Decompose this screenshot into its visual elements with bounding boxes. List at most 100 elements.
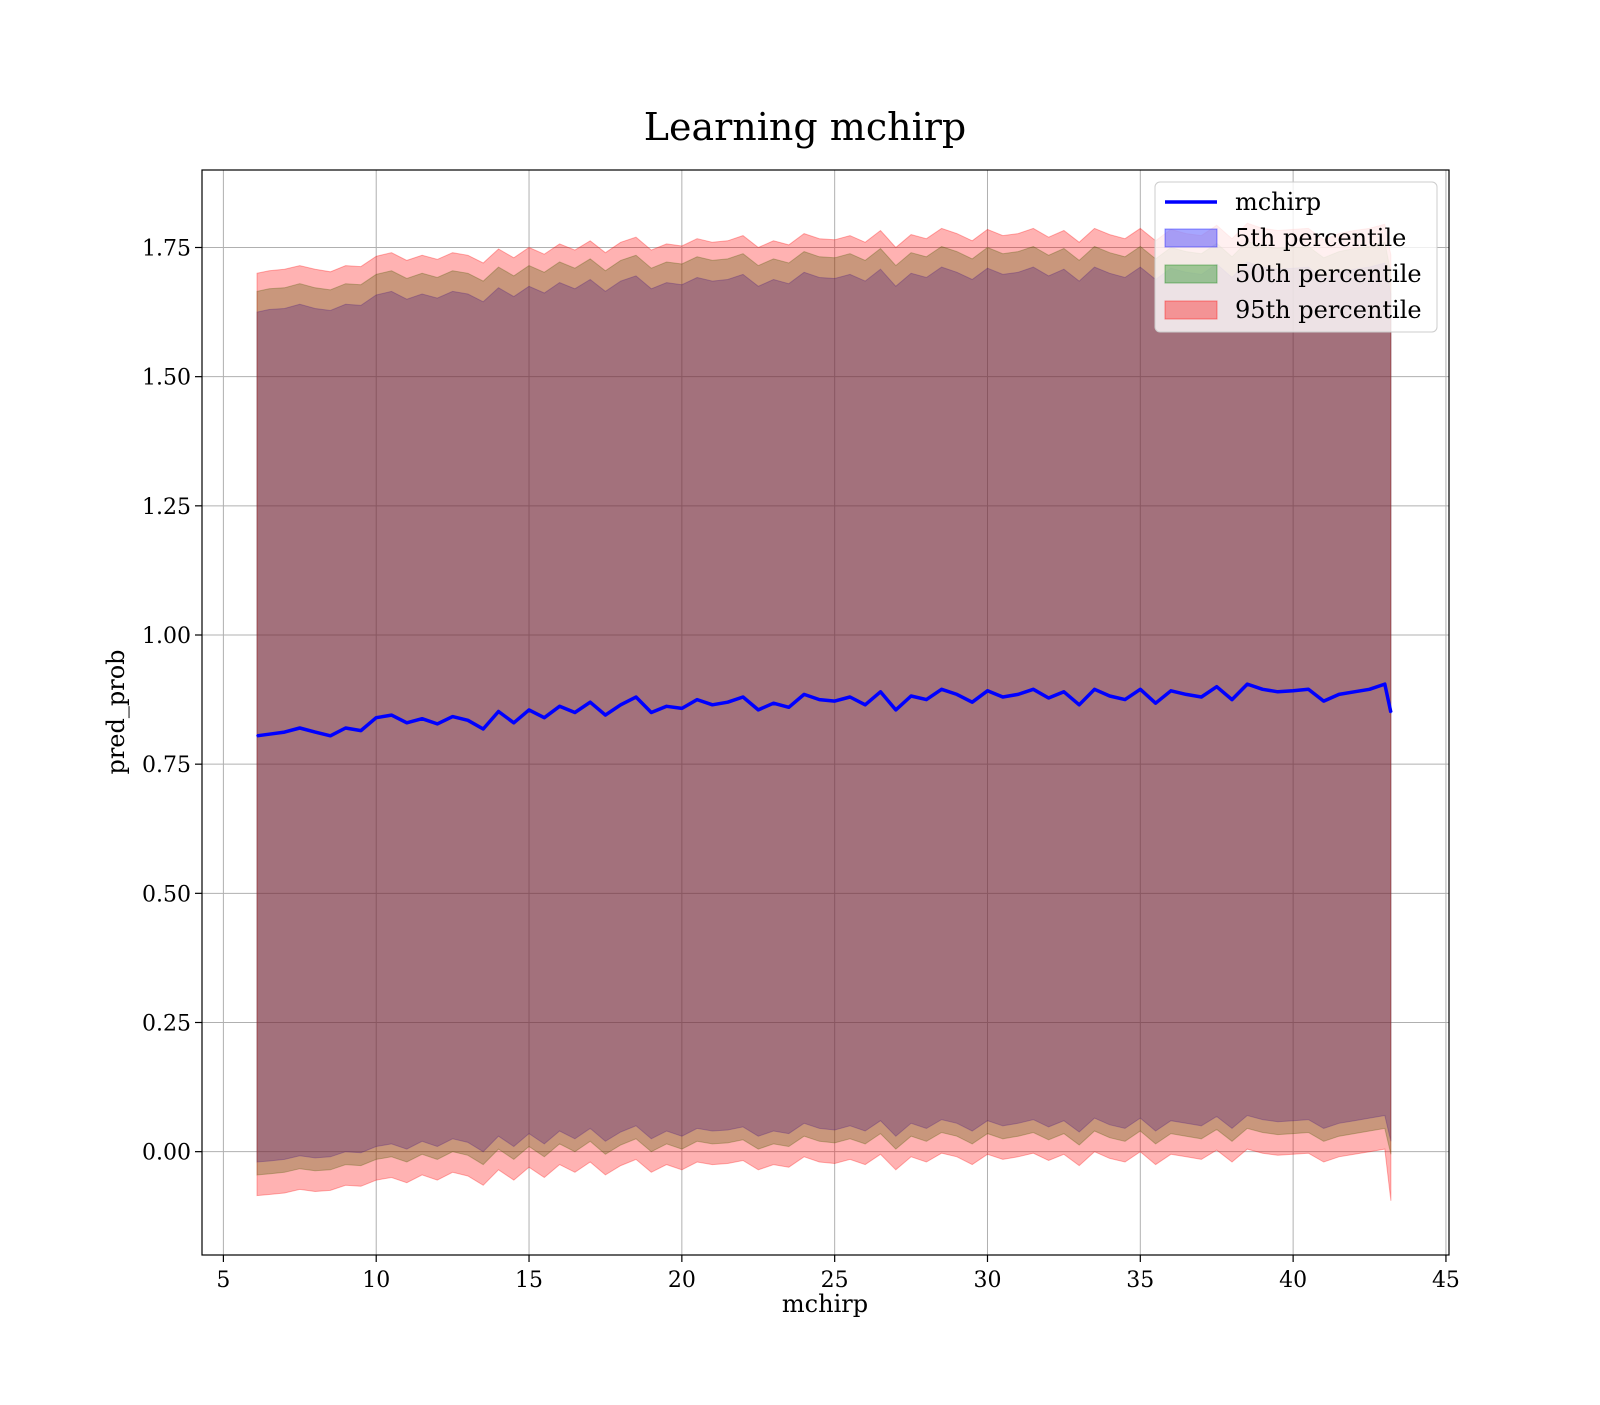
x-tick-label: 25 <box>821 1268 849 1293</box>
plot-area <box>202 170 1449 1255</box>
data-point <box>1246 683 1249 685</box>
data-point <box>1047 697 1050 699</box>
data-point <box>360 729 362 732</box>
data-point <box>589 701 591 703</box>
data-point <box>726 701 729 703</box>
data-point <box>268 733 271 735</box>
data-point <box>574 711 576 714</box>
data-point <box>512 722 515 724</box>
data-point <box>986 690 989 692</box>
series-line-mchirp <box>256 682 1393 738</box>
band-5th-percentile <box>256 261 1392 1163</box>
legend-label: 50th percentile <box>1235 260 1422 288</box>
data-point <box>451 715 454 718</box>
data-point <box>1093 688 1096 691</box>
y-axis-label: pred_prob <box>102 649 130 774</box>
data-point <box>436 723 439 725</box>
data-point <box>421 717 423 720</box>
data-point <box>665 705 668 708</box>
data-point <box>1063 691 1065 693</box>
x-tick-label: 35 <box>1126 1268 1154 1293</box>
y-axis-ticks: 0.00 0.25 0.50 0.75 1.00 1.25 1.50 1.75 <box>142 237 202 1166</box>
y-tick-label: 1.00 <box>142 624 191 649</box>
data-point <box>711 703 714 706</box>
x-tick-label: 45 <box>1432 1268 1460 1293</box>
data-point <box>405 722 408 724</box>
y-tick-label: 0.00 <box>142 1141 191 1166</box>
data-point <box>1200 696 1203 698</box>
legend-label: mchirp <box>1235 188 1321 216</box>
data-point <box>1108 695 1111 697</box>
data-point <box>1384 683 1386 685</box>
data-point <box>1001 696 1004 698</box>
x-tick-label: 20 <box>668 1268 696 1293</box>
data-point <box>1215 685 1218 688</box>
data-point <box>299 727 301 729</box>
data-point <box>1124 698 1126 701</box>
data-point <box>528 709 530 711</box>
legend-swatch <box>1164 228 1218 248</box>
data-point <box>1032 688 1035 691</box>
data-point <box>833 700 836 702</box>
legend-label: 95th percentile <box>1235 296 1422 324</box>
data-point <box>971 701 974 703</box>
legend: mchirp 5th percentile 50th percentile 95th … <box>1154 181 1438 333</box>
data-point <box>1139 688 1142 691</box>
data-point <box>1154 702 1157 704</box>
data-point <box>1277 691 1279 693</box>
data-point <box>314 731 316 733</box>
series-line-layer <box>256 682 1393 738</box>
legend-swatch <box>1164 264 1218 284</box>
chart-title: Learning mchirp <box>644 105 966 149</box>
data-point <box>1292 690 1294 692</box>
data-point <box>256 734 258 737</box>
data-point <box>1170 690 1172 692</box>
x-tick-label: 40 <box>1279 1268 1307 1293</box>
data-point <box>543 716 546 719</box>
band-95th-percentile <box>256 222 1392 1201</box>
plot-frame <box>201 169 1450 1256</box>
data-point <box>1353 691 1356 693</box>
data-point <box>283 731 286 733</box>
y-tick-label: 1.50 <box>142 366 191 391</box>
data-point <box>818 698 821 701</box>
y-tick-label: 1.25 <box>142 495 191 520</box>
data-point <box>803 693 805 696</box>
x-axis-label: mchirp <box>782 1290 868 1318</box>
data-point <box>1261 688 1264 691</box>
band-50th-percentile <box>256 240 1392 1176</box>
data-point <box>497 710 500 713</box>
y-tick-label: 0.25 <box>142 1012 191 1037</box>
data-point <box>849 696 851 698</box>
x-tick-label: 30 <box>973 1268 1001 1293</box>
x-axis-ticks: 5 10 15 20 25 30 35 40 45 <box>216 1255 1460 1293</box>
percentile-bands <box>256 222 1392 1201</box>
data-point <box>375 716 378 719</box>
data-point <box>772 702 775 704</box>
y-tick-label: 0.75 <box>142 753 191 778</box>
data-point <box>1078 703 1080 706</box>
y-tick-label: 1.75 <box>142 237 191 262</box>
data-point <box>482 728 484 730</box>
x-tick-label: 5 <box>216 1268 230 1293</box>
data-point <box>696 698 698 701</box>
data-point <box>650 711 653 714</box>
legend-swatch <box>1164 300 1218 320</box>
data-point <box>894 709 897 711</box>
legend-label: 5th percentile <box>1235 224 1406 252</box>
data-point <box>742 696 744 698</box>
data-point <box>864 703 867 706</box>
data-point <box>604 714 607 716</box>
data-point <box>1390 711 1392 714</box>
data-point <box>910 695 912 697</box>
data-point <box>788 706 790 709</box>
data-point <box>940 688 943 691</box>
data-point <box>558 705 561 708</box>
data-point <box>467 719 469 722</box>
data-point <box>1185 693 1187 696</box>
data-point <box>757 709 760 711</box>
data-point <box>390 714 393 716</box>
y-tick-label: 0.50 <box>142 882 191 907</box>
